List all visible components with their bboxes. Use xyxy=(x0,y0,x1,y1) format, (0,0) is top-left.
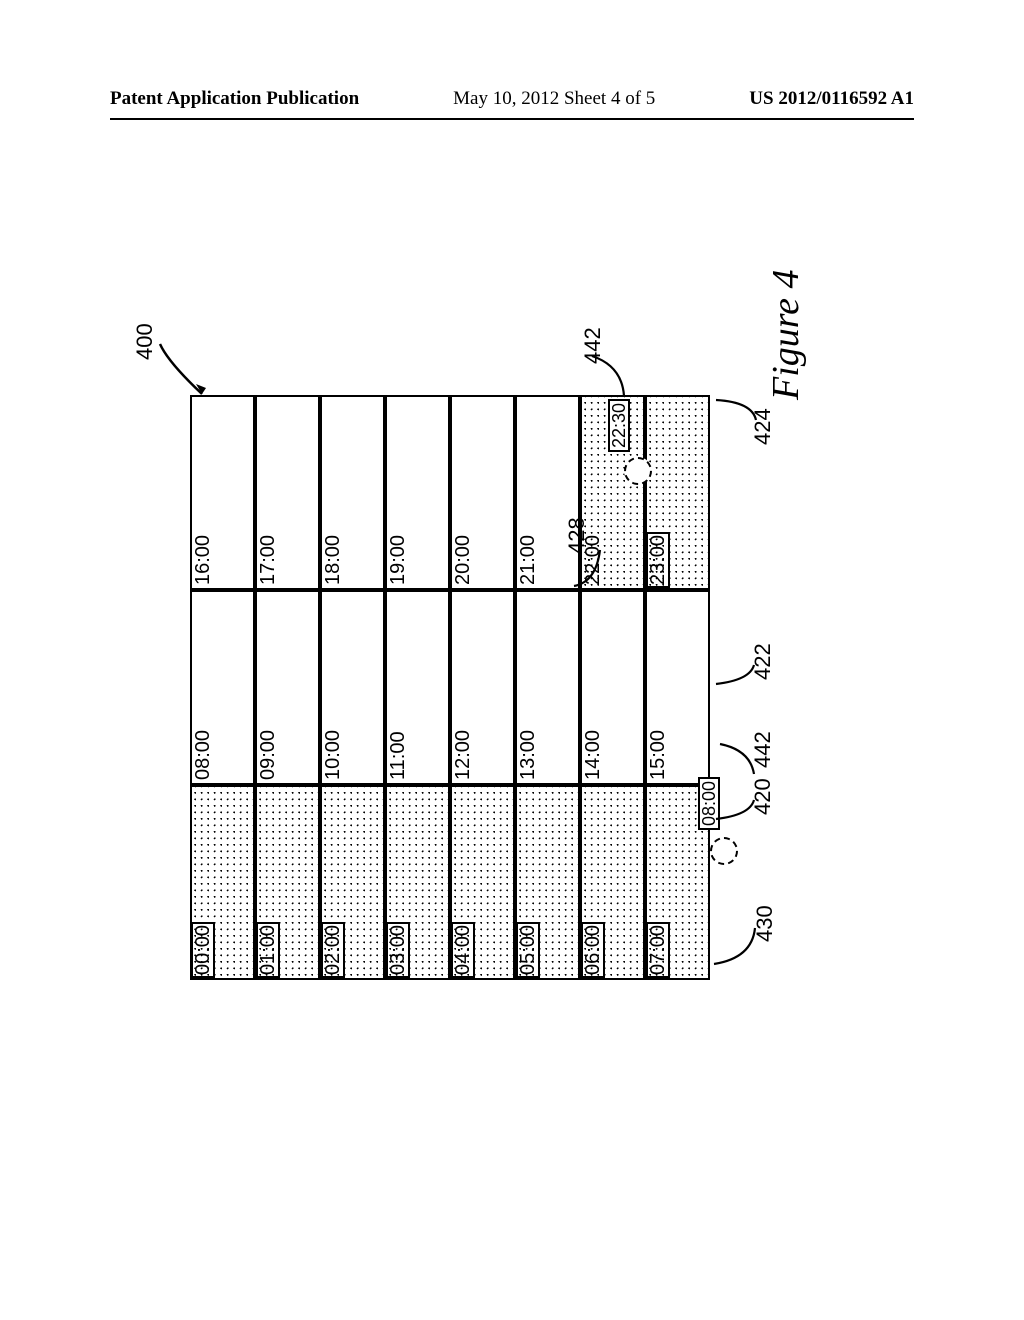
cell-01: 01:00 xyxy=(255,785,320,980)
cell-03: 03:00 xyxy=(385,785,450,980)
hour-21: 21:00 xyxy=(518,534,538,586)
cell-17: 17:00 xyxy=(255,395,320,590)
callout-0800 xyxy=(710,837,738,865)
header-docnumber: US 2012/0116592 A1 xyxy=(749,88,914,110)
cell-02: 02:00 xyxy=(320,785,385,980)
cell-20: 20:00 xyxy=(450,395,515,590)
cell-19: 19:00 xyxy=(385,395,450,590)
hour-12: 12:00 xyxy=(453,729,473,781)
hour-07: 07:00 xyxy=(648,924,668,976)
header-publication: Patent Application Publication xyxy=(110,88,359,110)
hour-05: 05:00 xyxy=(518,924,538,976)
hour-00: 00:00 xyxy=(193,924,213,976)
hour-08: 08:00 xyxy=(193,729,213,781)
cell-11: 11:00 xyxy=(385,590,450,785)
cell-04: 04:00 xyxy=(450,785,515,980)
cell-08: 08:00 xyxy=(190,590,255,785)
hour-10: 10:00 xyxy=(323,729,343,781)
hour-15: 15:00 xyxy=(648,729,668,781)
figure-caption: Figure 4 xyxy=(764,269,808,400)
figure-wrapper: 400 00:00 08:00 16:00 01:00 09:00 17:00 … xyxy=(150,260,830,1020)
hour-11: 11:00 xyxy=(388,730,408,781)
cell-06: 06:00 xyxy=(580,785,645,980)
hour-20: 20:00 xyxy=(453,534,473,586)
cell-10: 10:00 xyxy=(320,590,385,785)
ref-422: 422 xyxy=(750,643,776,680)
cell-18: 18:00 xyxy=(320,395,385,590)
cell-13: 13:00 xyxy=(515,590,580,785)
ref-400: 400 xyxy=(132,323,158,360)
ref-424: 424 xyxy=(750,408,776,445)
hour-09: 09:00 xyxy=(258,729,278,781)
hour-17: 17:00 xyxy=(258,534,278,586)
cell-00: 00:00 xyxy=(190,785,255,980)
cell-12: 12:00 xyxy=(450,590,515,785)
hour-03: 03:00 xyxy=(388,924,408,976)
hour-06: 06:00 xyxy=(583,924,603,976)
cell-14: 14:00 xyxy=(580,590,645,785)
ref-430: 430 xyxy=(752,905,778,942)
hour-14: 14:00 xyxy=(583,729,603,781)
header-sheet: May 10, 2012 Sheet 4 of 5 xyxy=(453,88,655,110)
cell-16: 16:00 xyxy=(190,395,255,590)
marker-2230: 22:30 xyxy=(608,399,630,452)
cell-09: 09:00 xyxy=(255,590,320,785)
cell-15: 15:00 xyxy=(645,590,710,785)
ref-442-left: 442 xyxy=(750,731,776,768)
figure-4: 400 00:00 08:00 16:00 01:00 09:00 17:00 … xyxy=(150,260,830,1020)
hour-18: 18:00 xyxy=(323,534,343,586)
header-rule xyxy=(110,118,914,120)
hour-13: 13:00 xyxy=(518,729,538,781)
hour-02: 02:00 xyxy=(323,924,343,976)
page-header: Patent Application Publication May 10, 2… xyxy=(0,88,1024,110)
hour-19: 19:00 xyxy=(388,534,408,586)
ref-420: 420 xyxy=(750,778,776,815)
ref-428: 428 xyxy=(564,517,590,554)
arrow-400 xyxy=(156,332,216,402)
cell-05: 05:00 xyxy=(515,785,580,980)
ref-442-right: 442 xyxy=(580,327,606,364)
hour-04: 04:00 xyxy=(453,924,473,976)
hour-16: 16:00 xyxy=(193,534,213,586)
hour-01: 01:00 xyxy=(258,924,278,976)
cell-23: 23:00 xyxy=(645,395,710,590)
callout-2230 xyxy=(624,457,652,485)
hour-23: 23:00 xyxy=(648,534,668,586)
